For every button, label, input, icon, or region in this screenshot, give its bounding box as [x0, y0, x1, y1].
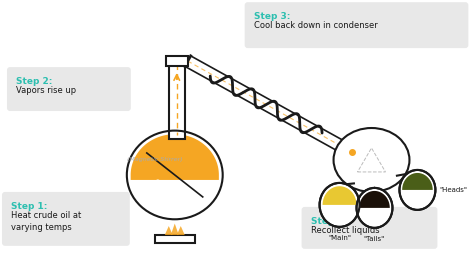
- Text: (Magnetic Stirrer): (Magnetic Stirrer): [127, 157, 182, 162]
- Text: Recollect liquids: Recollect liquids: [310, 226, 379, 235]
- Text: "Heads": "Heads": [439, 187, 467, 193]
- FancyBboxPatch shape: [301, 207, 438, 249]
- Circle shape: [169, 182, 175, 188]
- Text: Heat crude oil at
varying temps: Heat crude oil at varying temps: [11, 211, 81, 232]
- Polygon shape: [171, 223, 179, 235]
- FancyBboxPatch shape: [169, 60, 185, 139]
- FancyBboxPatch shape: [7, 67, 131, 111]
- Polygon shape: [323, 186, 356, 205]
- Polygon shape: [131, 134, 219, 180]
- FancyBboxPatch shape: [166, 56, 188, 66]
- Polygon shape: [165, 226, 173, 235]
- Polygon shape: [177, 226, 185, 235]
- Circle shape: [158, 186, 166, 194]
- Text: Cool back down in condenser: Cool back down in condenser: [254, 21, 377, 30]
- Circle shape: [179, 188, 186, 196]
- Text: "Tails": "Tails": [364, 236, 385, 242]
- FancyBboxPatch shape: [155, 235, 195, 243]
- Ellipse shape: [334, 128, 410, 192]
- Ellipse shape: [400, 170, 436, 210]
- Text: Step 4:: Step 4:: [310, 217, 347, 226]
- Text: "Main": "Main": [328, 235, 351, 241]
- Polygon shape: [359, 191, 390, 208]
- Polygon shape: [402, 173, 433, 190]
- FancyBboxPatch shape: [2, 192, 130, 246]
- Text: Step 1:: Step 1:: [11, 202, 47, 211]
- Ellipse shape: [356, 188, 392, 228]
- Ellipse shape: [319, 183, 359, 227]
- FancyBboxPatch shape: [245, 2, 468, 48]
- Circle shape: [155, 180, 160, 184]
- Text: Step 2:: Step 2:: [16, 77, 52, 86]
- Text: Vapors rise up: Vapors rise up: [16, 86, 76, 95]
- Text: Step 3:: Step 3:: [254, 12, 290, 21]
